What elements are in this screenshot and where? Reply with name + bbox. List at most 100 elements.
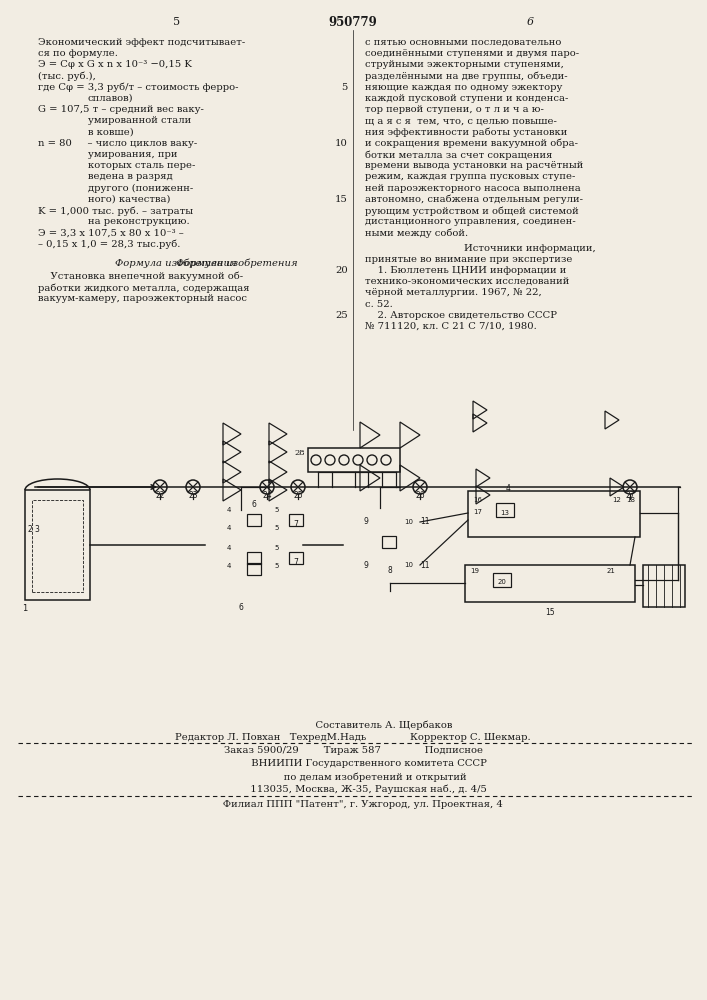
Text: 5: 5: [341, 83, 348, 92]
Text: 11: 11: [420, 560, 430, 570]
Bar: [247, 514, 261, 526]
Bar: [496, 503, 514, 517]
Text: K = 1,000 тыс. руб. – затраты: K = 1,000 тыс. руб. – затраты: [38, 206, 193, 216]
Text: 5: 5: [275, 525, 279, 531]
Text: Редактор Л. Повхан   ТехредМ.Надь              Корректор С. Шекмар.: Редактор Л. Повхан ТехредМ.Надь Корректо…: [175, 733, 531, 742]
Text: 10: 10: [404, 562, 414, 568]
Bar: [247, 563, 261, 575]
Text: 6: 6: [252, 500, 257, 509]
Text: ного) качества): ного) качества): [88, 195, 170, 204]
Text: работки жидкого металла, содержащая: работки жидкого металла, содержащая: [38, 283, 250, 293]
Text: режим, каждая группа пусковых ступе-: режим, каждая группа пусковых ступе-: [365, 172, 575, 181]
Text: Экономический эффект подсчитывает-: Экономический эффект подсчитывает-: [38, 38, 245, 47]
Bar: [247, 552, 261, 564]
Text: 25: 25: [335, 311, 348, 320]
Text: № 711120, кл. С 21 С 7/10, 1980.: № 711120, кл. С 21 С 7/10, 1980.: [365, 322, 537, 331]
Bar: [493, 573, 511, 587]
Text: разделёнными на две группы, объеди-: разделёнными на две группы, объеди-: [365, 72, 568, 81]
Bar: [32, 500, 83, 592]
Text: вакуум-камеру, пароэжекторный насос: вакуум-камеру, пароэжекторный насос: [38, 294, 247, 303]
Text: G = 107,5 т – средний вес ваку-: G = 107,5 т – средний вес ваку-: [38, 105, 204, 114]
Text: с пятью основными последовательно: с пятью основными последовательно: [365, 38, 561, 47]
Text: ВНИИПИ Государственного комитета СССР: ВНИИПИ Государственного комитета СССР: [220, 759, 486, 768]
Text: дистанционного управления, соединен-: дистанционного управления, соединен-: [365, 217, 575, 226]
Text: 5: 5: [275, 545, 279, 551]
Text: Филиал ППП "Патент", г. Ужгород, ул. Проектная, 4: Филиал ППП "Патент", г. Ужгород, ул. Про…: [204, 800, 503, 809]
Text: 4: 4: [227, 545, 231, 551]
Text: по делам изобретений и открытий: по делам изобретений и открытий: [240, 772, 467, 782]
Text: Формула изобретения: Формула изобретения: [115, 259, 237, 268]
Bar: [468, 491, 640, 537]
Text: 4: 4: [227, 507, 231, 513]
Text: другого (пониженн-: другого (пониженн-: [88, 184, 193, 193]
Text: рующим устройством и общей системой: рующим устройством и общей системой: [365, 206, 579, 216]
Text: 22: 22: [156, 491, 165, 500]
Text: 9: 9: [363, 560, 368, 570]
Text: Формула изобретения: Формула изобретения: [176, 259, 298, 268]
Text: 20: 20: [335, 266, 348, 275]
Text: ния эффективности работы установки: ния эффективности работы установки: [365, 128, 568, 137]
Text: Установка внепечной вакуумной об-: Установка внепечной вакуумной об-: [38, 272, 243, 281]
Text: 5: 5: [173, 17, 180, 27]
Text: – 0,15 х 1,0 = 28,3 тыс.руб.: – 0,15 х 1,0 = 28,3 тыс.руб.: [38, 240, 180, 249]
Text: 2: 2: [27, 526, 32, 534]
Text: тор первой ступени, о т л и ч а ю-: тор первой ступени, о т л и ч а ю-: [365, 105, 544, 114]
Bar: [289, 552, 303, 564]
Text: которых сталь пере-: которых сталь пере-: [88, 161, 195, 170]
Text: щ а я с я  тем, что, с целью повыше-: щ а я с я тем, что, с целью повыше-: [365, 116, 557, 125]
Text: 19: 19: [470, 568, 479, 574]
Text: умированной стали: умированной стали: [88, 116, 192, 125]
Text: принятые во внимание при экспертизе: принятые во внимание при экспертизе: [365, 255, 573, 264]
Text: 12: 12: [612, 497, 621, 503]
Text: 4: 4: [506, 484, 510, 493]
Text: няющие каждая по одному эжектору: няющие каждая по одному эжектору: [365, 83, 562, 92]
Text: и сокращения времени вакуумной обра-: и сокращения времени вакуумной обра-: [365, 139, 578, 148]
Text: 6: 6: [238, 603, 243, 612]
Text: 4: 4: [227, 563, 231, 569]
Text: 8: 8: [387, 566, 392, 575]
Text: 6: 6: [527, 17, 534, 27]
Text: 1. Бюллетень ЦНИИ информации и: 1. Бюллетень ЦНИИ информации и: [365, 266, 566, 275]
Text: 4: 4: [227, 525, 231, 531]
Text: 11: 11: [420, 518, 430, 526]
Text: с. 52.: с. 52.: [365, 300, 393, 309]
Bar: [308, 448, 400, 472]
Text: ся по формуле.: ся по формуле.: [38, 49, 118, 58]
Text: соединёнными ступенями и двумя паро-: соединёнными ступенями и двумя паро-: [365, 49, 579, 58]
Text: Э = Сφ х G х n х 10⁻³ −0,15 K: Э = Сφ х G х n х 10⁻³ −0,15 K: [38, 60, 192, 69]
Text: технико-экономических исследований: технико-экономических исследований: [365, 277, 569, 286]
Text: 17: 17: [473, 509, 482, 515]
Bar: [289, 514, 303, 526]
Text: 113035, Москва, Ж-35, Раушская наб., д. 4/5: 113035, Москва, Ж-35, Раушская наб., д. …: [219, 785, 487, 794]
Text: 24: 24: [262, 491, 271, 500]
Text: 2. Авторское свидетельство СССР: 2. Авторское свидетельство СССР: [365, 311, 557, 320]
Text: ными между собой.: ными между собой.: [365, 228, 468, 238]
Text: 10: 10: [335, 139, 348, 148]
Text: на реконструкцию.: на реконструкцию.: [88, 217, 189, 226]
Text: Источники информации,: Источники информации,: [464, 244, 596, 253]
Text: 18: 18: [626, 497, 635, 503]
Text: времени вывода установки на расчётный: времени вывода установки на расчётный: [365, 161, 583, 170]
Text: 28: 28: [294, 449, 305, 457]
Text: струйными эжекторными ступенями,: струйными эжекторными ступенями,: [365, 60, 564, 69]
Text: 23: 23: [188, 491, 198, 500]
Text: 13: 13: [501, 510, 510, 516]
Text: 9: 9: [363, 518, 368, 526]
Text: где Сφ = 3,3 руб/т – стоимость ферро-: где Сφ = 3,3 руб/т – стоимость ферро-: [38, 83, 238, 92]
Text: 25: 25: [293, 491, 303, 500]
Text: автономно, снабжена отдельным регули-: автономно, снабжена отдельным регули-: [365, 195, 583, 204]
Text: 20: 20: [498, 579, 506, 585]
Text: 21: 21: [607, 568, 616, 574]
Text: 1: 1: [23, 604, 28, 613]
Text: Э = 3,3 х 107,5 х 80 х 10⁻³ –: Э = 3,3 х 107,5 х 80 х 10⁻³ –: [38, 228, 184, 237]
Text: 950779: 950779: [329, 15, 378, 28]
Text: 5: 5: [275, 563, 279, 569]
Bar: [25, 490, 90, 600]
Text: ней пароэжекторного насоса выполнена: ней пароэжекторного насоса выполнена: [365, 184, 580, 193]
Text: Заказ 5900/29        Тираж 587              Подписное: Заказ 5900/29 Тираж 587 Подписное: [223, 746, 482, 755]
Text: в ковше): в ковше): [88, 128, 134, 137]
Text: умирования, при: умирования, при: [88, 150, 177, 159]
Bar: [382, 536, 396, 548]
Text: ведена в разряд: ведена в разряд: [88, 172, 173, 181]
Text: каждой пусковой ступени и конденса-: каждой пусковой ступени и конденса-: [365, 94, 568, 103]
